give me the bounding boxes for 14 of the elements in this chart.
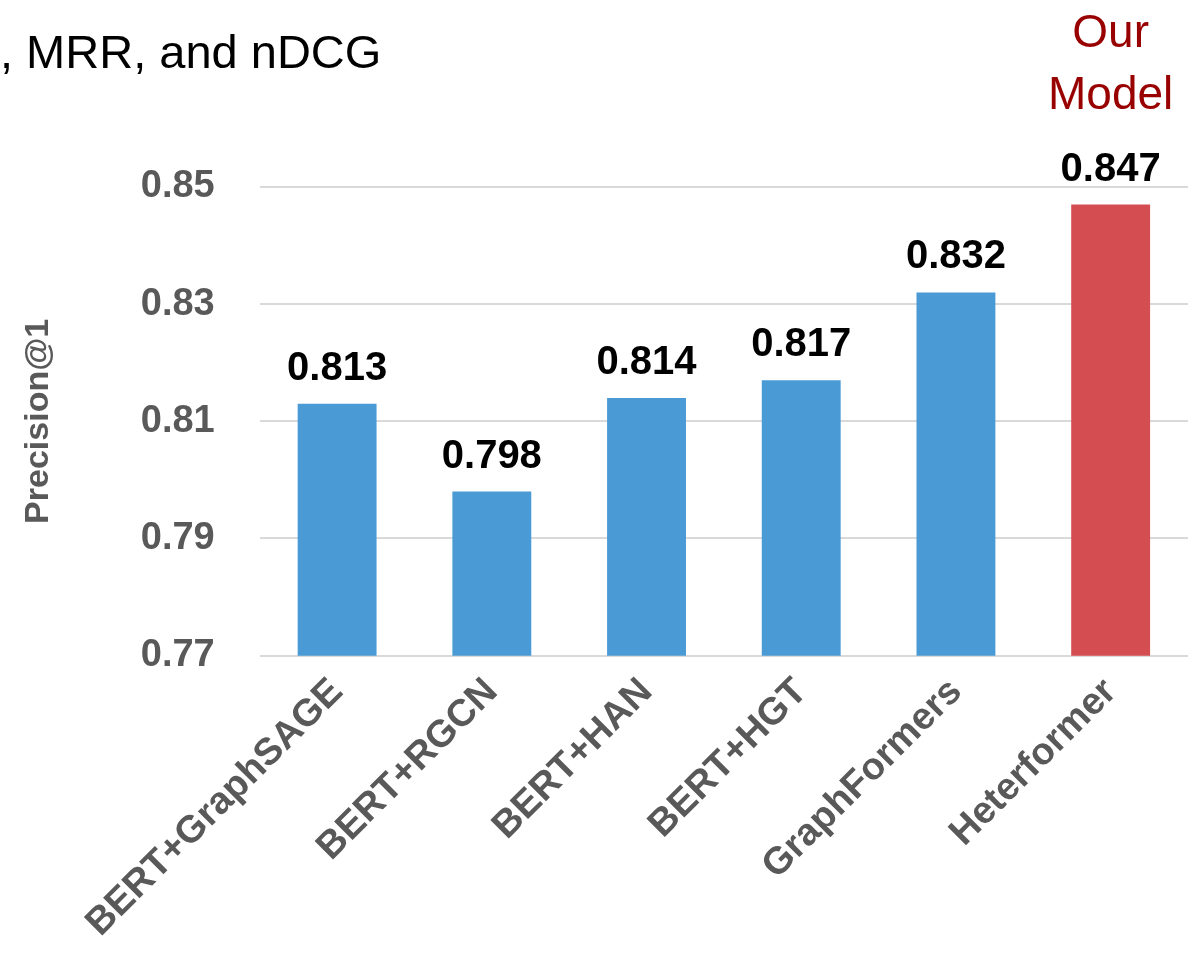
- data-label: 0.832: [905, 232, 1006, 277]
- y-tick-label: 0.85: [140, 163, 215, 206]
- y-tick-label: 0.79: [140, 514, 215, 557]
- y-tick-label: 0.83: [140, 280, 215, 323]
- y-tick-label: 0.77: [140, 632, 215, 675]
- y-tick-label: 0.81: [140, 397, 215, 440]
- chart-title: , MRR, and nDCG: [0, 25, 382, 78]
- data-label: 0.817: [751, 320, 852, 365]
- annotation: Our Model: [1048, 4, 1174, 119]
- data-label: 0.798: [441, 431, 542, 476]
- data-label: 0.813: [287, 343, 388, 388]
- y-axis-title: Precision@1: [16, 318, 55, 524]
- data-label: 0.814: [596, 337, 698, 382]
- data-label: 0.847: [1060, 144, 1161, 189]
